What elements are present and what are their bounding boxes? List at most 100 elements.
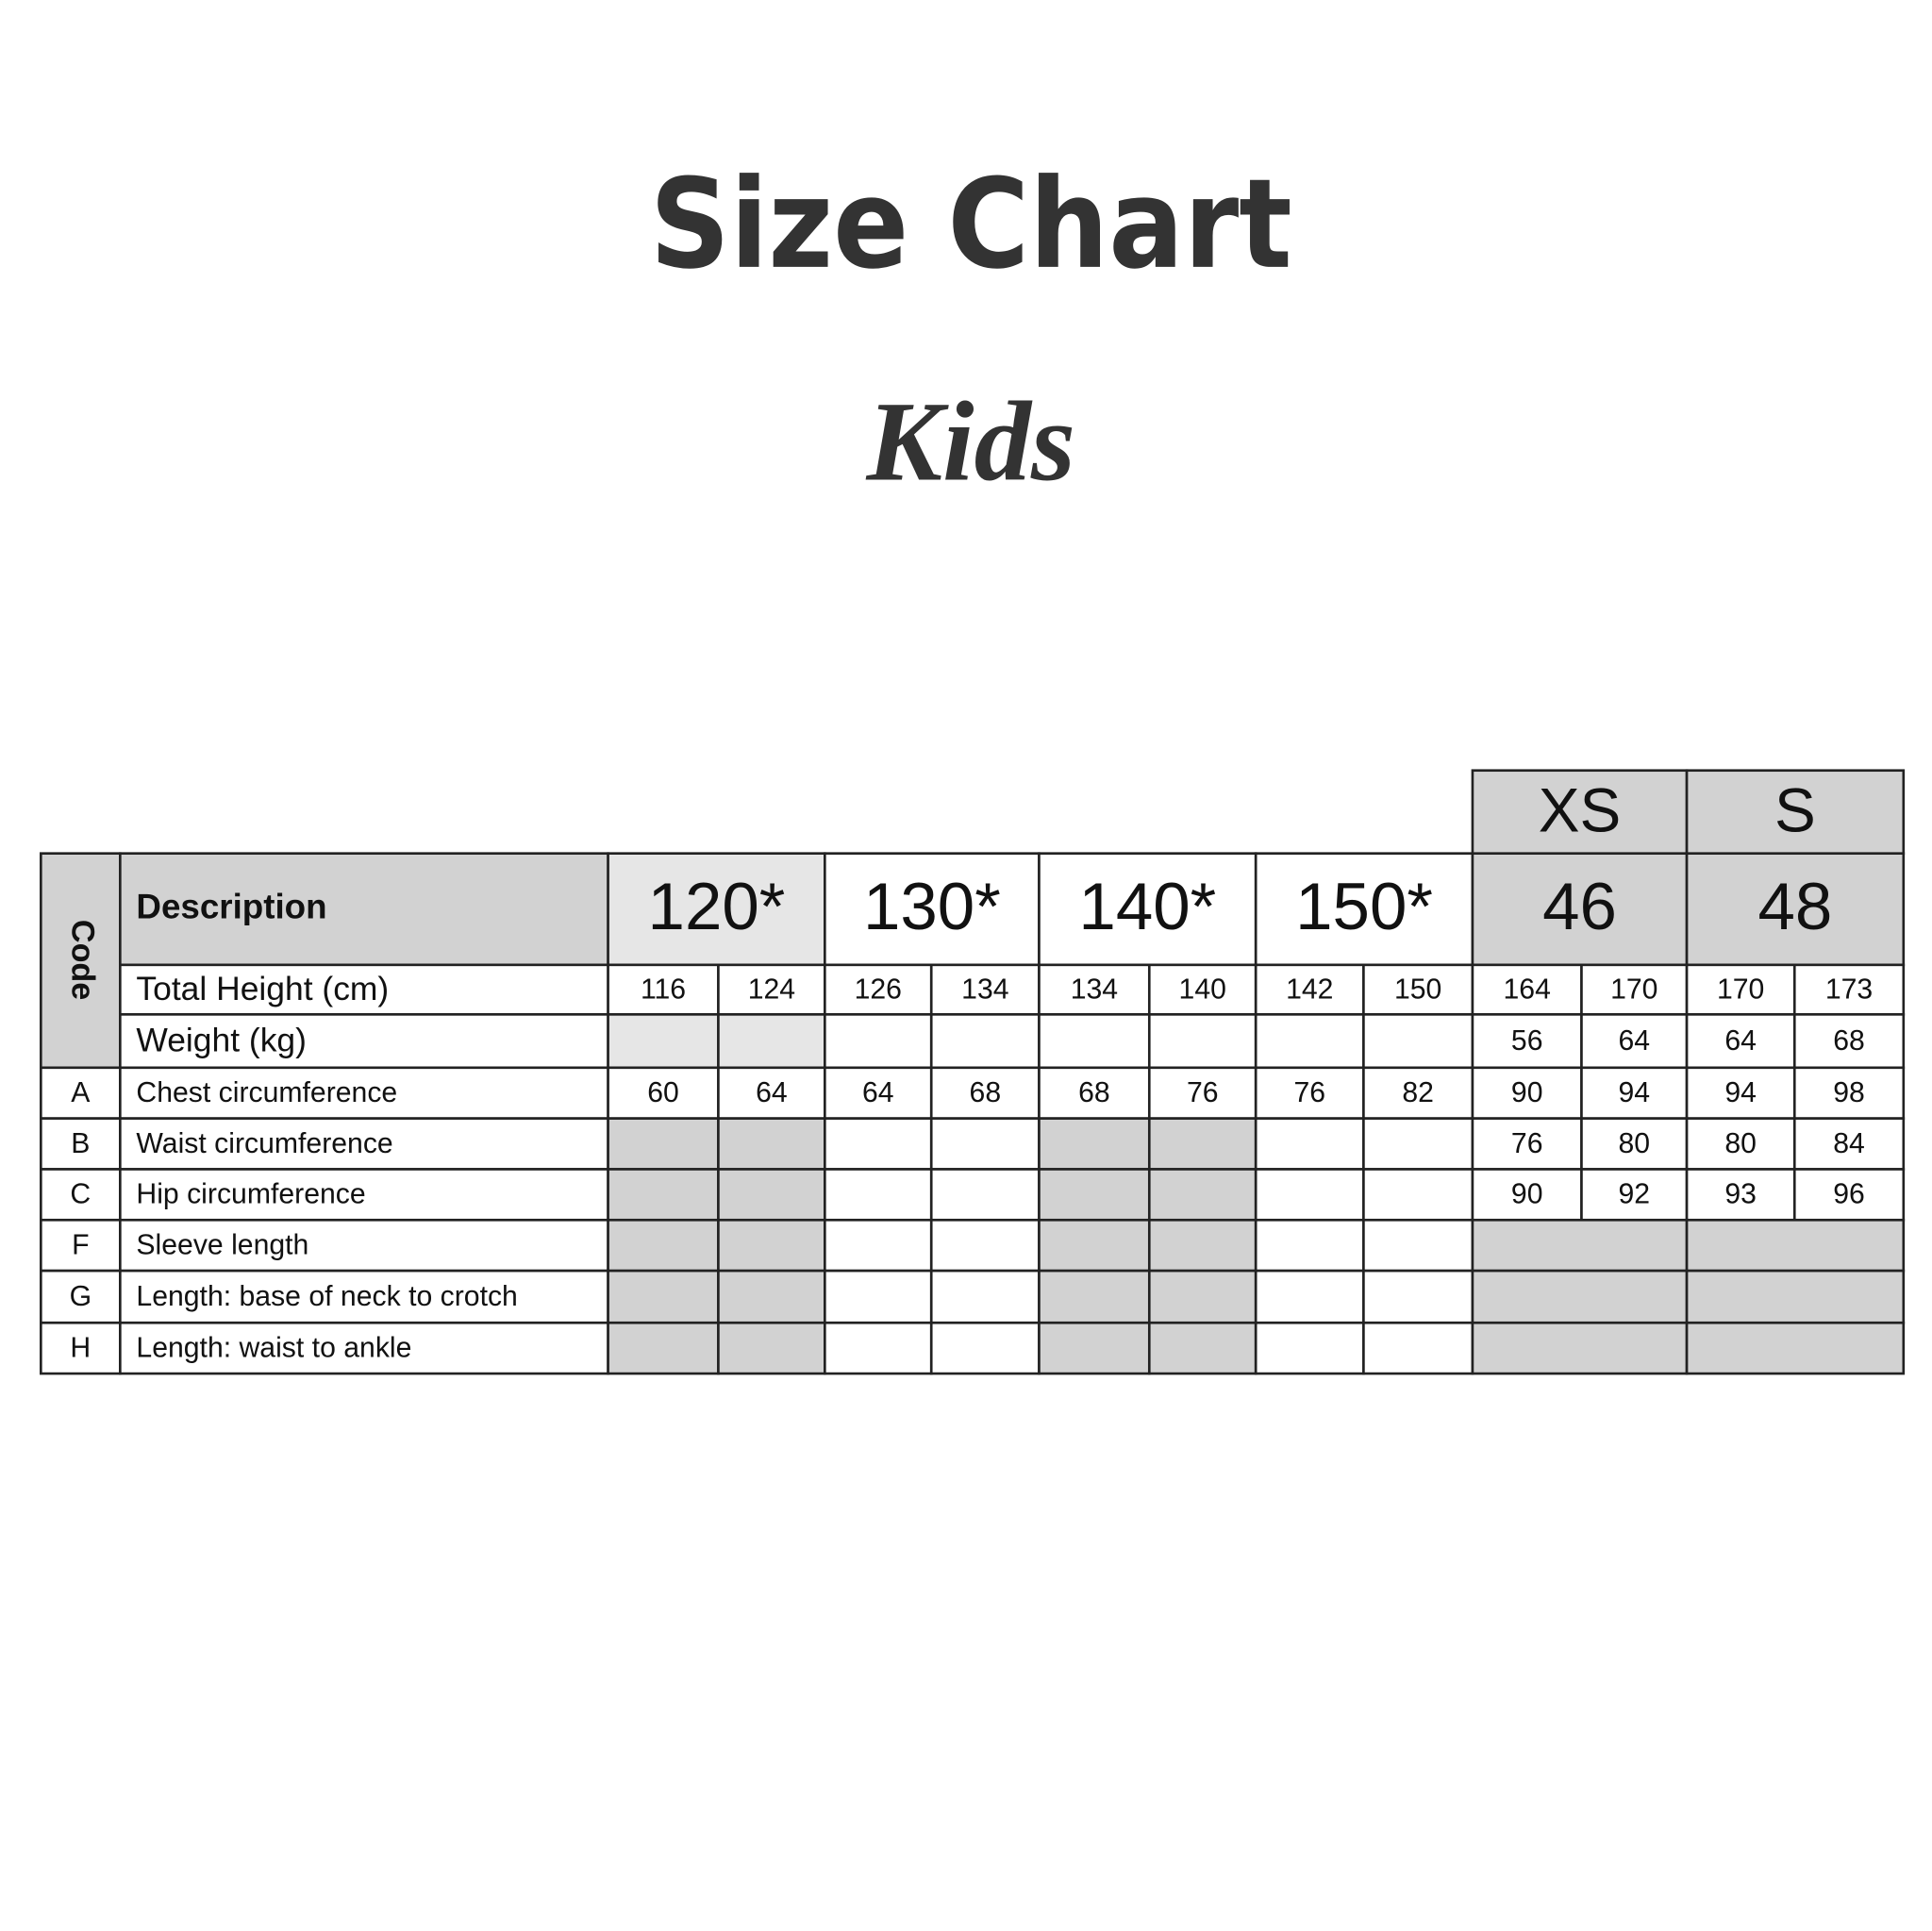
table-cell: [1685, 1269, 1906, 1324]
cell-value: 140: [1179, 974, 1226, 1005]
size-header: 140*: [1078, 870, 1216, 944]
table-cell: [1147, 1013, 1257, 1070]
cell-value: 68: [1078, 1077, 1110, 1108]
table-cell: [1038, 963, 1151, 1016]
table-cell: [607, 963, 720, 1016]
table-cell: [1685, 1013, 1796, 1070]
cell-value: 142: [1286, 974, 1333, 1005]
table-cell: [1685, 1218, 1906, 1273]
table-cell: [1362, 1218, 1474, 1273]
table-cell: [40, 1066, 122, 1120]
row-code: A: [71, 1077, 91, 1108]
size-header: 120*: [648, 870, 786, 944]
table-cell: [1580, 1117, 1689, 1171]
table-cell: [824, 1013, 933, 1070]
table-cell: [929, 1269, 1041, 1324]
cell-value: 134: [961, 974, 1008, 1005]
table-cell: [1147, 1321, 1257, 1375]
table-cell: [607, 1269, 720, 1324]
table-cell: [607, 1117, 720, 1171]
table-cell: [1254, 1218, 1365, 1273]
cell-value: 56: [1511, 1025, 1543, 1057]
cell-value: 134: [1071, 974, 1118, 1005]
table-cell: [1362, 1168, 1474, 1222]
table-cell: [1685, 963, 1796, 1016]
row-code: B: [71, 1128, 90, 1159]
table-cell: [1580, 963, 1689, 1016]
cell-value: 82: [1402, 1077, 1434, 1108]
row-label: Chest circumference: [136, 1077, 397, 1108]
table-cell: [824, 1117, 933, 1171]
description-header: Description: [136, 887, 326, 925]
cell-value: 68: [970, 1077, 1002, 1108]
table-cell: [1254, 1066, 1365, 1120]
table-cell: [1038, 1269, 1151, 1324]
table-cell: [717, 1168, 826, 1222]
cell-value: 170: [1717, 974, 1764, 1005]
table-cell: [607, 1066, 720, 1120]
table-cell: [929, 1117, 1041, 1171]
cell-value: 64: [862, 1077, 894, 1108]
subtitle: Kids: [866, 378, 1075, 505]
table-cell: [40, 1321, 122, 1375]
table-cell: [1038, 1321, 1151, 1375]
table-cell: [1254, 1269, 1365, 1324]
cell-value: 84: [1833, 1128, 1865, 1159]
cell-value: 64: [756, 1077, 788, 1108]
cell-value: 80: [1724, 1128, 1757, 1159]
table-cell: [1362, 1013, 1474, 1070]
size-header: 130*: [863, 870, 1001, 944]
table-cell: [1254, 1321, 1365, 1375]
table-cell: [1792, 1117, 1906, 1171]
table-cell: [1685, 1168, 1796, 1222]
table-cell: [1471, 1117, 1583, 1171]
table-cell: [1147, 1066, 1257, 1120]
cell-value: 94: [1618, 1077, 1650, 1108]
size-header: 46: [1542, 870, 1617, 944]
table-cell: [1792, 963, 1906, 1016]
cell-value: 76: [1511, 1128, 1543, 1159]
cell-value: 64: [1618, 1025, 1650, 1057]
cell-value: 94: [1724, 1077, 1757, 1108]
size-header: 48: [1758, 870, 1833, 944]
cell-value: 68: [1833, 1025, 1865, 1057]
row-code: F: [72, 1229, 89, 1260]
row-code: H: [70, 1332, 91, 1363]
cell-value: 126: [855, 974, 902, 1005]
table-cell: [1792, 1066, 1906, 1120]
row-label: Length: base of neck to crotch: [136, 1281, 517, 1312]
cell-value: 173: [1825, 974, 1873, 1005]
row-label: Total Height (cm): [136, 970, 389, 1007]
table-cell: [717, 1218, 826, 1273]
table-cell: [1362, 963, 1474, 1016]
table-cell: [1147, 1168, 1257, 1222]
code-header: Code: [64, 920, 100, 1000]
table-cell: [40, 1218, 122, 1273]
cell-value: 60: [647, 1077, 679, 1108]
table-cell: [1792, 1168, 1906, 1222]
cell-value: 76: [1294, 1077, 1326, 1108]
table-cell: [1685, 1321, 1906, 1375]
table-cell: [1254, 852, 1474, 967]
table-cell: [824, 1269, 933, 1324]
table-cell: [119, 852, 609, 967]
table-cell: [1254, 1168, 1365, 1222]
table-cell: [1471, 769, 1689, 856]
cell-value: 93: [1724, 1179, 1757, 1210]
row-label: Weight (kg): [136, 1021, 307, 1058]
size-letter: S: [1774, 775, 1816, 844]
table-cell: [1254, 1117, 1365, 1171]
cell-value: 80: [1618, 1128, 1650, 1159]
table-cell: [607, 852, 826, 967]
table-cell: [1471, 963, 1583, 1016]
cell-value: 170: [1610, 974, 1657, 1005]
row-label: Length: waist to ankle: [136, 1332, 411, 1363]
table-cell: [824, 1168, 933, 1222]
table-cell: [717, 1269, 826, 1324]
row-label: Waist circumference: [136, 1128, 392, 1159]
table-cell: [1038, 1117, 1151, 1171]
table: Code Description 120* 130* 140* 150* 46 XS 48 S To…: [40, 769, 1906, 1375]
table-cell: [824, 1321, 933, 1375]
